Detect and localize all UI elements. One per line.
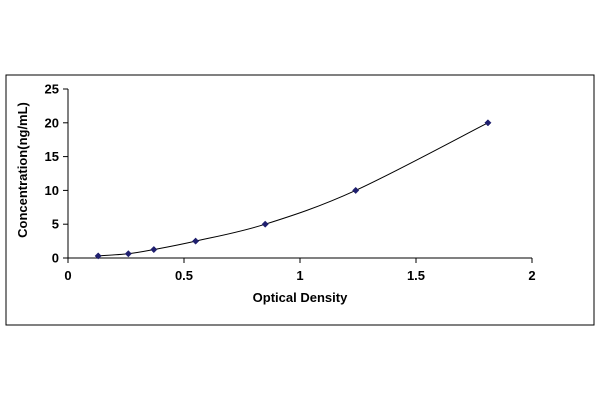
data-point	[150, 245, 158, 254]
y-tick-label: 25	[45, 82, 59, 97]
y-axis-title: Concentration(ng/mL)	[15, 102, 30, 238]
data-point	[192, 237, 200, 245]
y-tick-label: 10	[45, 183, 59, 198]
y-tick-label: 5	[52, 217, 59, 232]
y-tick-label: 15	[45, 149, 59, 164]
x-tick-label: 0.5	[175, 268, 193, 283]
data-point	[124, 250, 132, 258]
data-point	[352, 186, 360, 194]
data-point	[484, 119, 492, 127]
x-axis-title: Optical Density	[253, 290, 348, 305]
y-tick-label: 0	[52, 251, 59, 266]
y-tick-label: 20	[45, 115, 59, 130]
chart-border	[5, 74, 595, 326]
x-tick-label: 1	[296, 268, 303, 283]
plot-area: 0 5 10 15 20 25 0 0.5 1 1.5 2	[45, 82, 536, 284]
x-tick-label: 2	[528, 268, 535, 283]
x-tick-label: 1.5	[407, 268, 425, 283]
data-point	[94, 252, 102, 260]
x-tick-label: 0	[64, 268, 71, 283]
data-point	[261, 220, 269, 228]
